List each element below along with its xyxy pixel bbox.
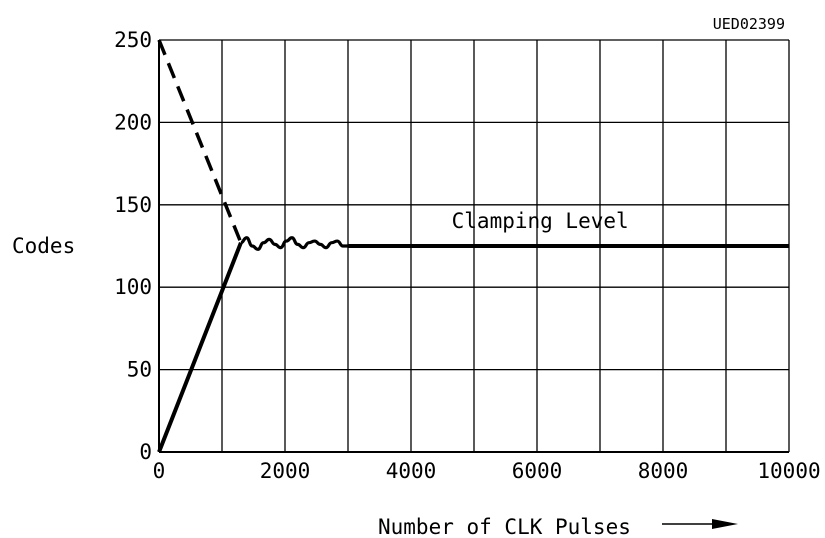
tick-labels: 0 2000 4000 6000 8000 10000 0 50 100 150 200 250 <box>114 28 821 483</box>
x-tick-label: 8000 <box>638 459 689 483</box>
y-tick-label: 50 <box>127 358 152 382</box>
series-line-oscillation <box>240 236 348 251</box>
y-axis-label: Codes <box>12 234 75 258</box>
y-tick-label: 100 <box>114 275 152 299</box>
x-tick-label: 6000 <box>512 459 563 483</box>
series-group <box>157 39 789 453</box>
arrow-right-icon <box>662 519 738 529</box>
y-tick-label: 0 <box>139 440 152 464</box>
y-tick-label: 150 <box>114 193 152 217</box>
x-tick-label: 4000 <box>386 459 437 483</box>
x-axis-label: Number of CLK Pulses <box>378 515 631 538</box>
x-tick-label: 10000 <box>757 459 820 483</box>
y-tick-label: 250 <box>114 28 152 52</box>
clamping-level-label: Clamping Level <box>452 209 629 233</box>
x-tick-label: 2000 <box>260 459 311 483</box>
reference-code: UED02399 <box>713 15 785 33</box>
y-tick-label: 200 <box>114 110 152 134</box>
series-line-dashed <box>157 39 243 244</box>
x-tick-label: 0 <box>153 459 166 483</box>
series-line-solid <box>157 241 243 453</box>
